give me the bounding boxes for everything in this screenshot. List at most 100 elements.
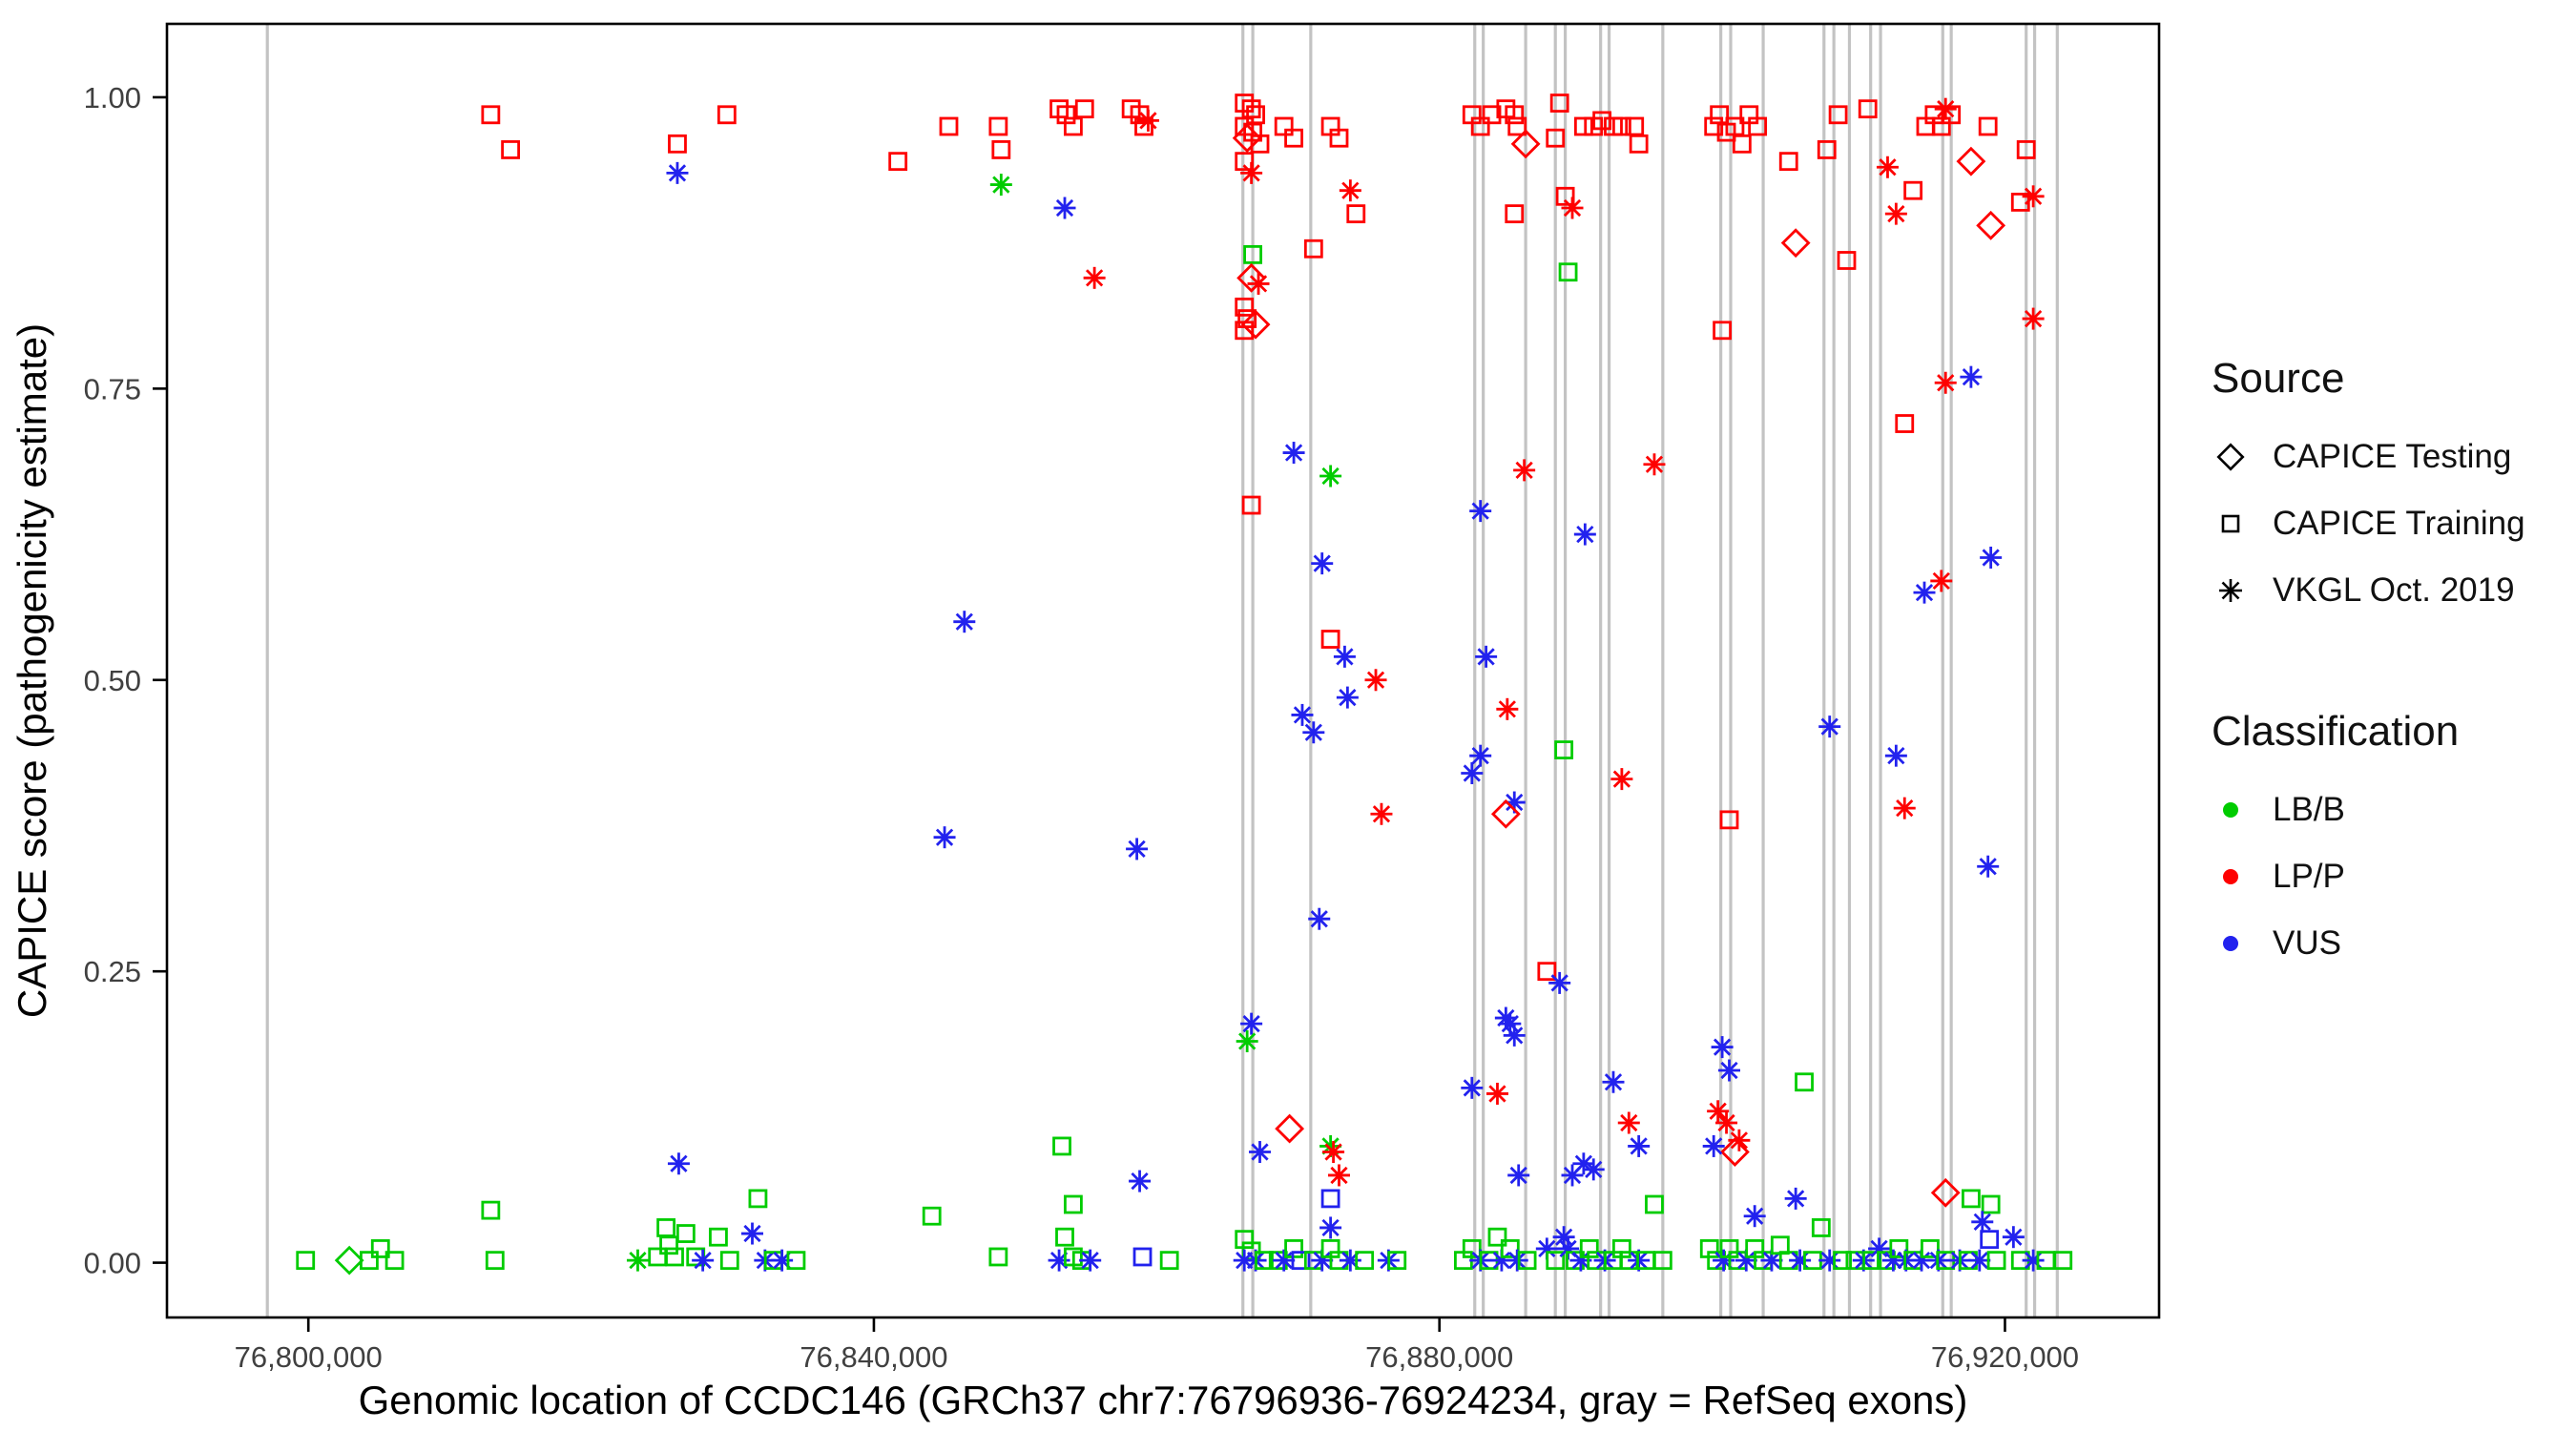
green-dot-icon [2223,802,2238,818]
data-point [1507,116,1527,136]
data-point [1131,1172,1149,1191]
x-tick-label: 76,920,000 [1931,1340,2079,1374]
data-point [1942,105,1962,125]
legend-panel: Source CAPICE Testing CAPICE Training VK… [2212,355,2565,988]
data-point [1573,116,1593,136]
data-point [1896,799,1914,818]
data-point [922,1206,942,1226]
data-point [1052,1136,1071,1156]
data-point [1510,129,1541,159]
data-point [629,1252,647,1270]
data-point [1242,164,1260,182]
data-point [1538,1239,1556,1258]
data-point [2053,1251,2073,1271]
data-point [743,1224,761,1243]
data-point [1713,1038,1732,1056]
data-point [1980,1230,2000,1250]
data-point [1498,700,1516,718]
data-point [1304,723,1322,741]
data-point [1275,1113,1305,1144]
data-point [1329,128,1349,148]
data-point [719,1251,739,1271]
data-point [1463,764,1481,782]
data-point [1320,630,1340,649]
data-point [1250,134,1270,154]
x-tick-label: 76,800,000 [235,1340,383,1374]
data-point [1470,116,1490,136]
data-point [955,612,973,631]
data-point [1139,112,1157,130]
data-point [1795,1072,1814,1092]
data-point [1719,810,1739,830]
data-point [485,1251,505,1271]
legend-spacer [2212,635,2565,708]
plot-layer: 76,800,000 76,840,000 76,880,000 76,920,000… [84,22,2161,1374]
data-point [1612,770,1631,788]
data-point [786,1251,806,1271]
data-point [2024,309,2043,328]
diamond-icon [2216,443,2245,471]
data-point [1372,805,1391,823]
red-dot-icon [2223,869,2238,884]
data-point [888,152,908,172]
data-point [360,1251,379,1271]
data-point [1858,99,1878,119]
data-point [1293,706,1312,724]
legend-item-label: CAPICE Testing [2273,438,2512,475]
data-point [1243,244,1263,264]
data-point [1630,1137,1648,1155]
data-point [370,1239,390,1258]
data-point [748,1189,768,1209]
data-point [1652,1251,1672,1271]
data-point [1546,1251,1566,1271]
data-point [1284,444,1303,462]
data-point [1501,1015,1519,1033]
data-point [1828,105,1848,125]
data-point [1713,321,1732,341]
data-point [1492,1252,1511,1270]
data-point [1063,1194,1083,1214]
legend-item-label: VKGL Oct. 2019 [2273,571,2515,609]
data-point [659,1235,678,1255]
data-point [1506,793,1524,812]
y-tick-label: 0.00 [84,1247,141,1280]
y-tick-label: 0.50 [84,664,141,697]
data-point [1720,1137,1750,1167]
data-point [1629,134,1649,154]
data-point [670,1154,688,1172]
data-point [334,1245,364,1275]
data-point [1870,1239,1888,1258]
data-point [1255,1251,1274,1271]
data-point [1477,648,1495,666]
data-point [1235,321,1255,341]
data-point [1500,1239,1520,1258]
data-point [481,105,501,125]
data-point [1321,1218,1340,1237]
data-point [1134,116,1153,136]
data-point [1132,1247,1153,1267]
data-point [1645,1194,1664,1214]
legend-item-vus: VUS [2212,922,2565,965]
panel-border [165,22,2161,1319]
data-point [675,1224,696,1243]
legend-item-label: LB/B [2273,791,2345,828]
data-point [1937,100,1955,118]
data-point [1887,205,1905,223]
data-point [1811,1218,1831,1237]
x-tick-label: 76,840,000 [800,1340,947,1374]
data-point [1884,1252,1902,1270]
data-point [1505,105,1525,125]
data-point [1508,1252,1527,1270]
legend-classification-title: Classification [2212,708,2460,755]
data-point [1303,238,1323,259]
data-point [709,1227,728,1247]
data-point [1488,1085,1506,1103]
data-point [1956,146,1986,176]
data-point [988,116,1008,136]
data-point [1235,152,1255,172]
data-point [1330,1166,1348,1185]
data-point [1563,198,1582,218]
data-point [1555,186,1575,206]
data-point [1321,467,1340,486]
